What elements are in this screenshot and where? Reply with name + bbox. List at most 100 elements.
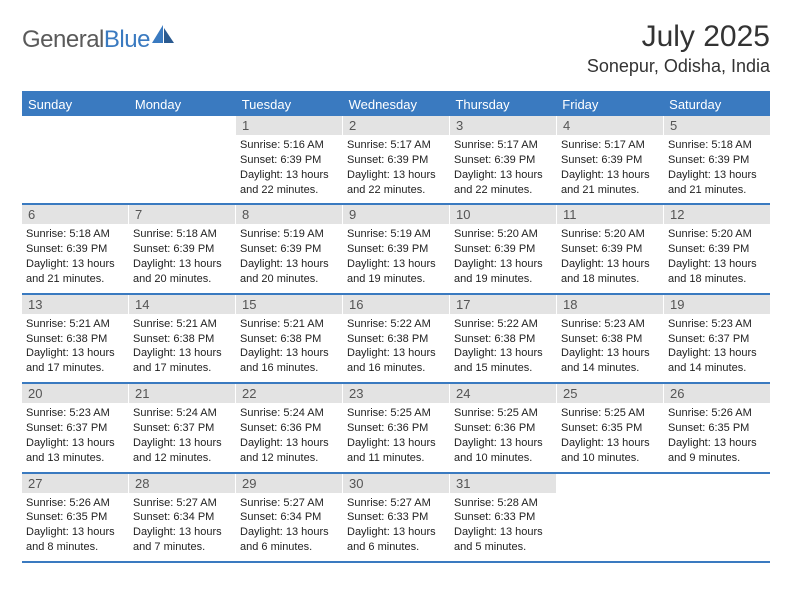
- sunset-text: Sunset: 6:39 PM: [240, 153, 338, 168]
- day-cell: [22, 116, 129, 203]
- sunrise-text: Sunrise: 5:24 AM: [240, 406, 338, 421]
- day-number: 23: [343, 384, 449, 403]
- sunset-text: Sunset: 6:37 PM: [26, 421, 124, 436]
- day-number: 17: [450, 295, 556, 314]
- daylight-text: Daylight: 13 hours and 19 minutes.: [454, 257, 552, 287]
- weekday-header: Friday: [556, 93, 663, 116]
- week-row: 13Sunrise: 5:21 AMSunset: 6:38 PMDayligh…: [22, 295, 770, 384]
- weekday-header: Saturday: [663, 93, 770, 116]
- day-cell: [664, 474, 770, 561]
- sunset-text: Sunset: 6:39 PM: [240, 242, 338, 257]
- sunrise-text: Sunrise: 5:27 AM: [347, 496, 445, 511]
- day-body: Sunrise: 5:27 AMSunset: 6:33 PMDaylight:…: [343, 493, 449, 561]
- day-number: 4: [557, 116, 663, 135]
- daylight-text: Daylight: 13 hours and 18 minutes.: [561, 257, 659, 287]
- sunset-text: Sunset: 6:36 PM: [240, 421, 338, 436]
- daylight-text: Daylight: 13 hours and 9 minutes.: [668, 436, 766, 466]
- daylight-text: Daylight: 13 hours and 5 minutes.: [454, 525, 552, 555]
- day-cell: 9Sunrise: 5:19 AMSunset: 6:39 PMDaylight…: [343, 205, 450, 292]
- day-number: 9: [343, 205, 449, 224]
- sunrise-text: Sunrise: 5:20 AM: [454, 227, 552, 242]
- day-cell: 30Sunrise: 5:27 AMSunset: 6:33 PMDayligh…: [343, 474, 450, 561]
- weekday-header: Wednesday: [343, 93, 450, 116]
- weekday-header: Thursday: [449, 93, 556, 116]
- day-body: Sunrise: 5:20 AMSunset: 6:39 PMDaylight:…: [557, 224, 663, 292]
- sunrise-text: Sunrise: 5:24 AM: [133, 406, 231, 421]
- sunrise-text: Sunrise: 5:18 AM: [26, 227, 124, 242]
- day-cell: 20Sunrise: 5:23 AMSunset: 6:37 PMDayligh…: [22, 384, 129, 471]
- day-body: Sunrise: 5:20 AMSunset: 6:39 PMDaylight:…: [450, 224, 556, 292]
- day-cell: 19Sunrise: 5:23 AMSunset: 6:37 PMDayligh…: [664, 295, 770, 382]
- daylight-text: Daylight: 13 hours and 21 minutes.: [668, 168, 766, 198]
- day-number: 27: [22, 474, 128, 493]
- daylight-text: Daylight: 13 hours and 22 minutes.: [347, 168, 445, 198]
- sunset-text: Sunset: 6:38 PM: [347, 332, 445, 347]
- daylight-text: Daylight: 13 hours and 17 minutes.: [26, 346, 124, 376]
- daylight-text: Daylight: 13 hours and 13 minutes.: [26, 436, 124, 466]
- day-number: 20: [22, 384, 128, 403]
- day-number: 24: [450, 384, 556, 403]
- day-number: 31: [450, 474, 556, 493]
- daylight-text: Daylight: 13 hours and 20 minutes.: [240, 257, 338, 287]
- day-number: 10: [450, 205, 556, 224]
- day-body: Sunrise: 5:18 AMSunset: 6:39 PMDaylight:…: [129, 224, 235, 292]
- day-cell: 31 Sunrise: 5:28 AMSunset: 6:33 PMDayligh…: [450, 474, 557, 561]
- daylight-text: Daylight: 13 hours and 22 minutes.: [240, 168, 338, 198]
- day-number: 25: [557, 384, 663, 403]
- day-cell: [129, 116, 236, 203]
- day-cell: 3Sunrise: 5:17 AMSunset: 6:39 PMDaylight…: [450, 116, 557, 203]
- day-number: 16: [343, 295, 449, 314]
- sunrise-text: Sunrise: 5:18 AM: [133, 227, 231, 242]
- sunrise-text: Sunrise: 5:27 AM: [240, 496, 338, 511]
- sunrise-text: Sunrise: 5:21 AM: [133, 317, 231, 332]
- day-body: Sunrise: 5:19 AMSunset: 6:39 PMDaylight:…: [343, 224, 449, 292]
- sunrise-text: Sunrise: 5:23 AM: [668, 317, 766, 332]
- sunset-text: Sunset: 6:34 PM: [240, 510, 338, 525]
- daylight-text: Daylight: 13 hours and 10 minutes.: [454, 436, 552, 466]
- sail-icon: [152, 25, 174, 43]
- week-row: 27Sunrise: 5:26 AMSunset: 6:35 PMDayligh…: [22, 474, 770, 563]
- day-cell: 4Sunrise: 5:17 AMSunset: 6:39 PMDaylight…: [557, 116, 664, 203]
- day-cell: 7Sunrise: 5:18 AMSunset: 6:39 PMDaylight…: [129, 205, 236, 292]
- day-body: Sunrise: 5:26 AMSunset: 6:35 PMDaylight:…: [664, 403, 770, 471]
- day-body: Sunrise: 5:19 AMSunset: 6:39 PMDaylight:…: [236, 224, 342, 292]
- daylight-text: Daylight: 13 hours and 18 minutes.: [668, 257, 766, 287]
- sunset-text: Sunset: 6:33 PM: [454, 510, 552, 525]
- calendar: Sunday Monday Tuesday Wednesday Thursday…: [22, 91, 770, 563]
- day-number: 19: [664, 295, 770, 314]
- day-number: [22, 116, 128, 120]
- sunrise-text: Sunrise: 5:27 AM: [133, 496, 231, 511]
- day-cell: 27Sunrise: 5:26 AMSunset: 6:35 PMDayligh…: [22, 474, 129, 561]
- sunset-text: Sunset: 6:36 PM: [347, 421, 445, 436]
- sunset-text: Sunset: 6:39 PM: [454, 153, 552, 168]
- day-number: 3: [450, 116, 556, 135]
- day-body: Sunrise: 5:25 AMSunset: 6:35 PMDaylight:…: [557, 403, 663, 471]
- sunrise-text: Sunrise: 5:19 AM: [240, 227, 338, 242]
- sunrise-text: Sunrise: 5:26 AM: [26, 496, 124, 511]
- day-body: Sunrise: 5:17 AMSunset: 6:39 PMDaylight:…: [557, 135, 663, 203]
- sunrise-text: Sunrise: 5:25 AM: [454, 406, 552, 421]
- daylight-text: Daylight: 13 hours and 6 minutes.: [347, 525, 445, 555]
- sunset-text: Sunset: 6:38 PM: [240, 332, 338, 347]
- day-body: Sunrise: 5:17 AMSunset: 6:39 PMDaylight:…: [343, 135, 449, 203]
- day-number: [557, 474, 663, 478]
- day-cell: 16Sunrise: 5:22 AMSunset: 6:38 PMDayligh…: [343, 295, 450, 382]
- day-body: Sunrise: 5:24 AMSunset: 6:36 PMDaylight:…: [236, 403, 342, 471]
- day-body: Sunrise: 5:23 AMSunset: 6:37 PMDaylight:…: [22, 403, 128, 471]
- day-number: [664, 474, 770, 478]
- day-cell: 29Sunrise: 5:27 AMSunset: 6:34 PMDayligh…: [236, 474, 343, 561]
- day-number: 18: [557, 295, 663, 314]
- daylight-text: Daylight: 13 hours and 11 minutes.: [347, 436, 445, 466]
- daylight-text: Daylight: 13 hours and 21 minutes.: [561, 168, 659, 198]
- day-number: 14: [129, 295, 235, 314]
- brand-name-b: Blue: [104, 26, 150, 53]
- day-cell: 12Sunrise: 5:20 AMSunset: 6:39 PMDayligh…: [664, 205, 770, 292]
- weekday-header-row: Sunday Monday Tuesday Wednesday Thursday…: [22, 93, 770, 116]
- daylight-text: Daylight: 13 hours and 10 minutes.: [561, 436, 659, 466]
- sunrise-text: Sunrise: 5:28 AM: [454, 496, 552, 511]
- day-cell: 14Sunrise: 5:21 AMSunset: 6:38 PMDayligh…: [129, 295, 236, 382]
- day-cell: 25Sunrise: 5:25 AMSunset: 6:35 PMDayligh…: [557, 384, 664, 471]
- sunrise-text: Sunrise: 5:17 AM: [347, 138, 445, 153]
- day-cell: 18Sunrise: 5:23 AMSunset: 6:38 PMDayligh…: [557, 295, 664, 382]
- day-number: 8: [236, 205, 342, 224]
